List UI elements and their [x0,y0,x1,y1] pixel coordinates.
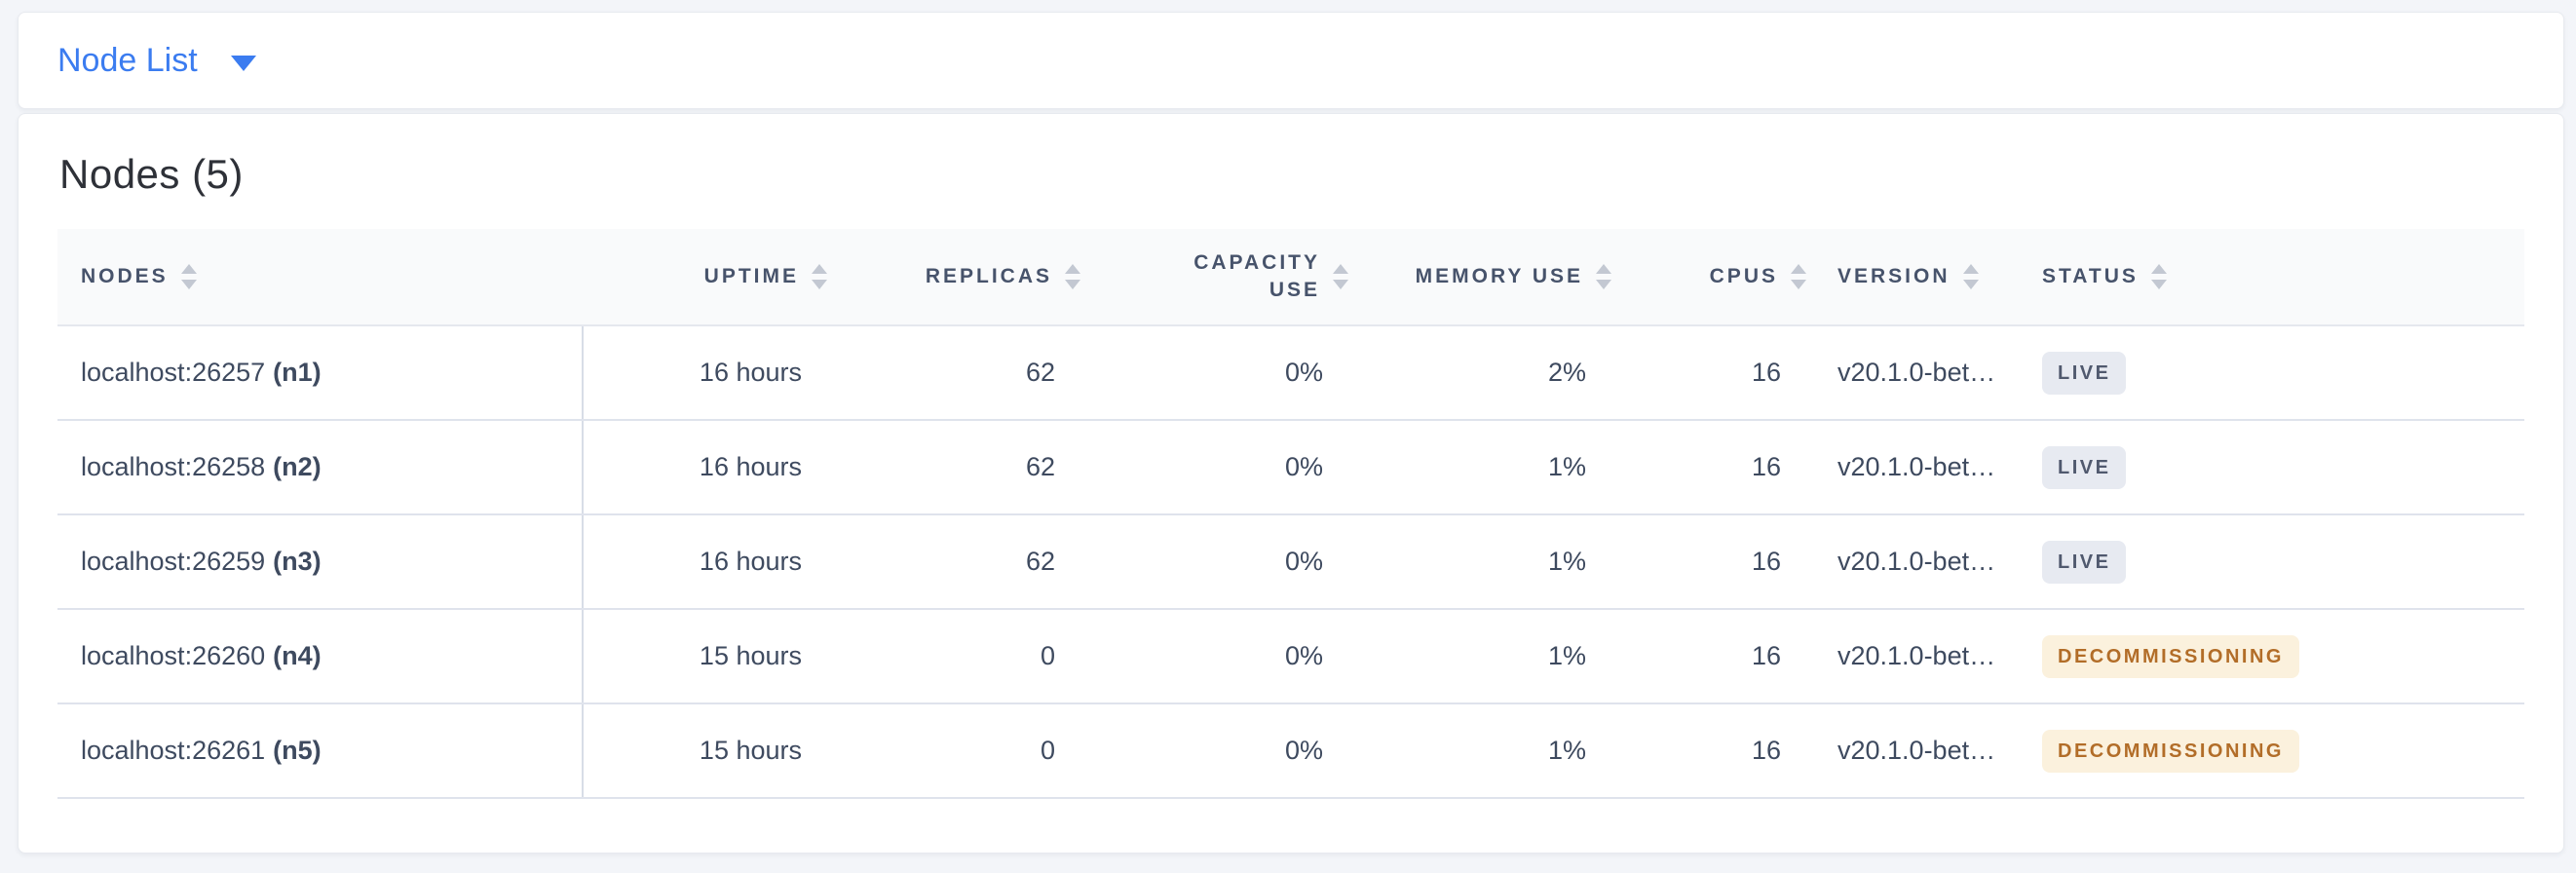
table-row[interactable]: localhost:26260 (n4) 15 hours 0 0% 1% 16 … [57,610,2524,704]
table-row[interactable]: localhost:26261 (n5) 15 hours 0 0% 1% 16 … [57,704,2524,799]
capacity-use-cell: 0% [1284,452,1323,482]
replicas-cell: 62 [1025,547,1055,577]
column-header-cpus[interactable]: CPUS [1611,264,1806,289]
sort-arrows-icon[interactable] [180,264,197,289]
node-list-dropdown[interactable]: Node List [57,44,256,77]
memory-use-cell: 1% [1547,452,1586,482]
cpus-cell: 16 [1751,736,1781,766]
status-cell: LIVE [2030,351,2524,395]
version-cell: v20.1.0-bet… [1837,358,1996,388]
sort-arrows-icon[interactable] [2150,264,2167,289]
table-row[interactable]: localhost:26257 (n1) 16 hours 62 0% 2% 16… [57,326,2524,421]
node-address-cell: localhost:26259 (n3) [57,515,584,608]
uptime-cell: 16 hours [699,452,802,482]
node-address-cell: localhost:26257 (n1) [57,326,584,419]
column-header-nodes[interactable]: NODES [57,264,584,289]
column-header-uptime[interactable]: UPTIME [584,264,827,289]
status-badge: LIVE [2042,445,2127,489]
table-row[interactable]: localhost:26259 (n3) 16 hours 62 0% 1% 16… [57,515,2524,610]
uptime-cell: 16 hours [699,358,802,388]
cpus-cell: 16 [1751,452,1781,482]
nodes-card: Nodes (5) NODES UPTIME REPLICAS CAPACITY… [18,113,2564,854]
uptime-cell: 15 hours [699,641,802,671]
memory-use-cell: 1% [1547,641,1586,671]
column-header-memory-use[interactable]: MEMORY USE [1348,264,1611,289]
cpus-cell: 16 [1751,641,1781,671]
table-row[interactable]: localhost:26258 (n2) 16 hours 62 0% 1% 16… [57,421,2524,515]
capacity-use-cell: 0% [1284,547,1323,577]
status-cell: LIVE [2030,445,2524,489]
version-cell: v20.1.0-bet… [1837,641,1996,671]
version-cell: v20.1.0-bet… [1837,547,1996,577]
memory-use-cell: 1% [1547,736,1586,766]
column-header-replicas[interactable]: REPLICAS [827,264,1080,289]
status-cell: DECOMMISSIONING [2030,634,2524,678]
replicas-cell: 62 [1025,452,1055,482]
node-address-cell: localhost:26260 (n4) [57,610,584,702]
view-selector-bar: Node List [18,12,2564,109]
node-address-cell: localhost:26258 (n2) [57,421,584,513]
sort-arrows-icon[interactable] [1791,264,1806,289]
status-cell: DECOMMISSIONING [2030,729,2524,773]
cpus-cell: 16 [1751,358,1781,388]
status-badge: DECOMMISSIONING [2042,634,2299,678]
node-address-cell: localhost:26261 (n5) [57,704,584,797]
uptime-cell: 15 hours [699,736,802,766]
capacity-use-cell: 0% [1284,736,1323,766]
memory-use-cell: 1% [1547,547,1586,577]
status-badge: LIVE [2042,351,2127,395]
uptime-cell: 16 hours [699,547,802,577]
column-header-status[interactable]: STATUS [2030,264,2524,289]
node-list-dropdown-label: Node List [57,42,198,79]
capacity-use-cell: 0% [1284,641,1323,671]
chevron-down-icon [230,56,256,71]
column-header-capacity-use[interactable]: CAPACITY USE [1080,249,1348,305]
memory-use-cell: 2% [1547,358,1586,388]
cpus-cell: 16 [1751,547,1781,577]
capacity-use-cell: 0% [1284,358,1323,388]
column-header-version[interactable]: VERSION [1806,264,2030,289]
sort-arrows-icon[interactable] [1065,264,1080,289]
version-cell: v20.1.0-bet… [1837,736,1996,766]
status-badge: LIVE [2042,540,2127,584]
version-cell: v20.1.0-bet… [1837,452,1996,482]
replicas-cell: 0 [1040,736,1055,766]
table-header-row: NODES UPTIME REPLICAS CAPACITY USE MEMOR… [57,229,2524,326]
page-title: Nodes (5) [59,151,244,197]
status-cell: LIVE [2030,540,2524,584]
sort-arrows-icon[interactable] [1962,264,1979,289]
replicas-cell: 0 [1040,641,1055,671]
nodes-table: NODES UPTIME REPLICAS CAPACITY USE MEMOR… [57,229,2524,799]
replicas-cell: 62 [1025,358,1055,388]
status-badge: DECOMMISSIONING [2042,729,2299,773]
sort-arrows-icon[interactable] [812,264,827,289]
sort-arrows-icon[interactable] [1596,264,1611,289]
sort-arrows-icon[interactable] [1333,264,1348,289]
